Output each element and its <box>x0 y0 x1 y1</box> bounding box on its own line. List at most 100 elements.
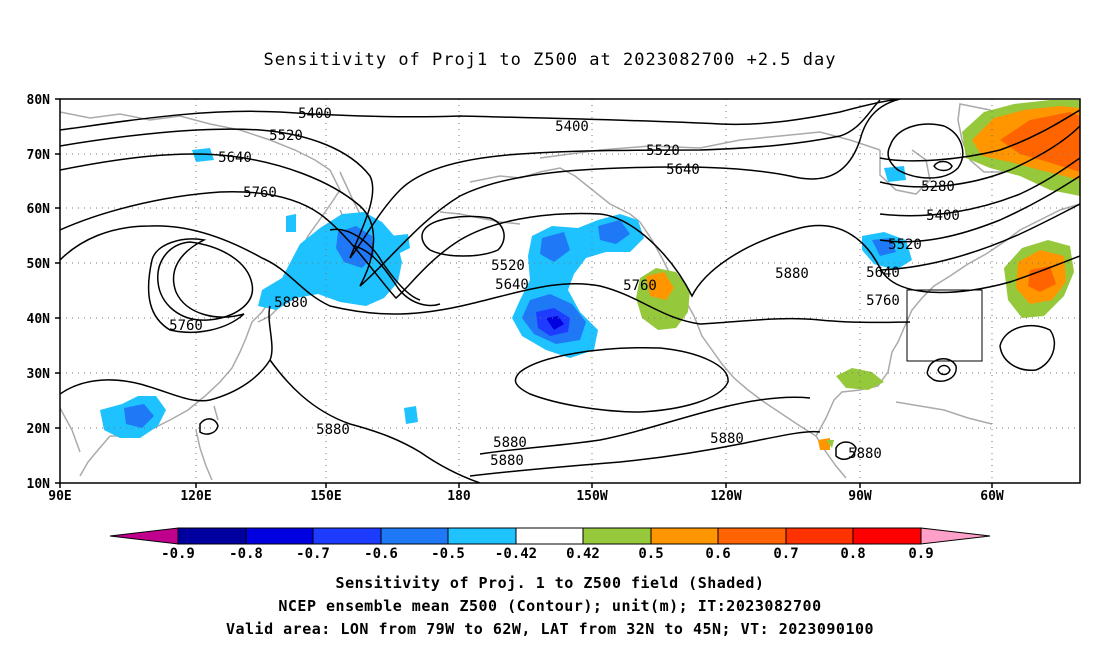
colorbar-segment <box>245 527 314 545</box>
caption-valid-area: Valid area: LON from 79W to 62W, LAT fro… <box>225 620 875 638</box>
colorbar-label: -0.6 <box>364 546 398 562</box>
contour-label: 5400 <box>298 106 332 122</box>
colorbar-label: -0.9 <box>161 546 195 562</box>
contour-5400-north <box>60 99 901 131</box>
colorbar-label: 0.5 <box>638 546 663 562</box>
coastline-southeast-asia <box>79 435 111 477</box>
lon-label: 90E <box>48 489 71 504</box>
lat-label: 20N <box>27 422 51 437</box>
lat-label: 40N <box>27 312 51 327</box>
contour-5880-bermuda-inner <box>937 364 951 376</box>
shading-china-mid-blue <box>124 404 154 428</box>
shading-siberia-small <box>192 148 214 162</box>
map-frame <box>59 98 1081 484</box>
colorbar-segment <box>312 527 382 545</box>
colorbar-label: 0.42 <box>566 546 600 562</box>
coastline-aleutians <box>439 211 521 225</box>
coastline-philippines <box>195 429 213 481</box>
contour-5880-north <box>60 225 911 325</box>
lat-label: 60N <box>27 202 51 217</box>
contour-label: 5640 <box>866 265 900 281</box>
colorbar-right-arrow <box>920 527 991 545</box>
colorbar-label: 0.9 <box>908 546 933 562</box>
shading-gulf-alaska-orange <box>646 272 674 300</box>
lon-label: 60W <box>980 489 1004 504</box>
contour-label: 5760 <box>169 318 203 334</box>
contour-5280-east <box>879 125 1080 188</box>
contour-label: 5880 <box>775 266 809 282</box>
coastline-arctic-canada <box>539 131 881 159</box>
shading-gulf-mexico-green <box>836 368 884 390</box>
coastline-labrador <box>1003 203 1080 243</box>
lat-label: 50N <box>27 257 51 272</box>
lat-label: 70N <box>27 148 51 163</box>
contour-label: 5760 <box>243 185 277 201</box>
contour-low-greenland-outer <box>887 123 964 179</box>
contour-5640-kamchatka <box>329 228 421 301</box>
shading-alaska-mid-blue <box>540 232 570 262</box>
contour-5880-small-loop-1 <box>199 418 219 435</box>
coastline-caribbean-islands <box>895 401 993 425</box>
contour-label: 5880 <box>710 431 744 447</box>
latitude-labels: 80N 70N 60N 50N 40N 30N 20N 10N <box>27 93 51 492</box>
shading-pacific-small <box>404 406 418 424</box>
colorbar-label: -0.5 <box>431 546 465 562</box>
contour-label: 5640 <box>495 277 529 293</box>
z500-contours <box>60 99 1080 483</box>
contour-5520-kamchatka <box>353 245 441 307</box>
contour-5520-north <box>60 99 881 259</box>
coastline-gulf-of-mexico <box>815 371 889 437</box>
contour-label: 5880 <box>274 295 308 311</box>
lon-label: 90W <box>848 489 872 504</box>
shading-kamchatka-east <box>390 234 410 254</box>
shading-japan-small <box>286 214 296 232</box>
colorbar-label: -0.42 <box>495 546 537 562</box>
lon-label: 180 <box>447 489 471 504</box>
contour-label: 5760 <box>866 293 900 309</box>
lat-label: 10N <box>27 477 51 492</box>
colorbar-segment <box>650 527 719 545</box>
shading-central-america-green <box>826 440 834 448</box>
contour-5880-pacific-loop <box>514 346 729 413</box>
shading-central-america-orange <box>818 438 830 450</box>
contour-label-group: 5400 5400 5520 5520 5640 5640 5760 5280 … <box>169 106 960 469</box>
colorbar-segment <box>380 527 449 545</box>
contour-label: 5880 <box>493 435 527 451</box>
contour-east-extra-1 <box>879 109 1080 162</box>
contour-label: 5520 <box>269 128 303 144</box>
shading-canada-north <box>884 166 906 182</box>
contour-label: 5520 <box>491 258 525 274</box>
contour-5640-east <box>879 203 1080 271</box>
axis-ticks <box>55 98 993 488</box>
contour-5880-south-3 <box>479 396 811 455</box>
colorbar-left-arrow <box>109 527 179 545</box>
contour-5640-north <box>60 99 901 287</box>
lat-label: 30N <box>27 367 51 382</box>
longitude-labels: 90E 120E 150E 180 150W 120W 90W 60W <box>48 489 1004 504</box>
contour-label: 5760 <box>623 278 657 294</box>
map-title: Sensitivity of Proj1 to Z500 at 20230827… <box>263 50 837 70</box>
shading-greenland-red-orange <box>1000 112 1080 172</box>
contour-label: 5880 <box>316 422 350 438</box>
coastline-alaska <box>469 167 641 223</box>
colorbar: -0.9 -0.8 -0.7 -0.6 -0.5 -0.42 0.42 0.5 … <box>109 527 991 562</box>
lon-label: 150W <box>576 489 607 504</box>
colorbar-segment <box>447 527 517 545</box>
colorbar-label: -0.8 <box>229 546 263 562</box>
coastline-florida <box>887 327 905 373</box>
colorbar-label: 0.6 <box>705 546 730 562</box>
contour-label: 5880 <box>848 446 882 462</box>
coastline-east-coast <box>903 241 1005 329</box>
shading-negative <box>100 148 912 438</box>
colorbar-segment <box>717 527 787 545</box>
lat-lon-grid <box>60 99 1080 483</box>
contour-label: 5880 <box>490 453 524 469</box>
caption-shading: Sensitivity of Proj. 1 to Z500 field (Sh… <box>335 574 765 592</box>
colorbar-segment <box>785 527 854 545</box>
contour-5760-north <box>60 190 1080 300</box>
contour-5880-west-loop <box>157 241 254 321</box>
contour-5880-atlantic-loop <box>999 324 1056 371</box>
shading-aleutian-deep-blue <box>546 316 564 330</box>
contour-label: 5400 <box>555 119 589 135</box>
contour-label: 5400 <box>926 208 960 224</box>
